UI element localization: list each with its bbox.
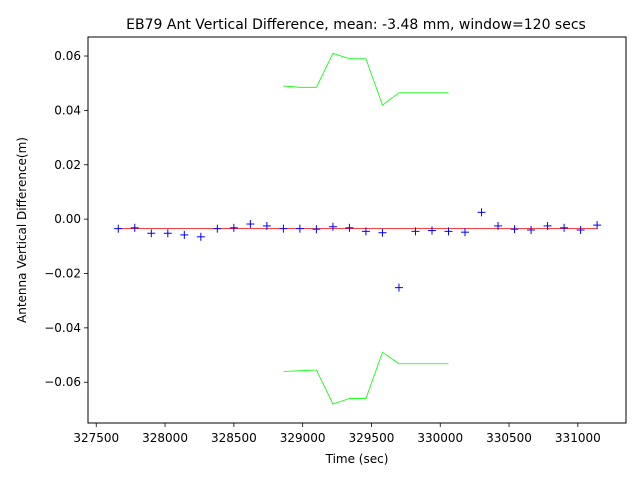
data-point — [312, 225, 321, 234]
data-point — [279, 224, 288, 233]
data-point — [114, 224, 123, 233]
series-line-upper-bound — [283, 52, 449, 106]
x-tick-label: 330500 — [486, 431, 532, 445]
x-axis-label: Time (sec) — [325, 452, 389, 466]
y-axis-label: Antenna Vertical Difference(m) — [15, 137, 29, 323]
data-point — [361, 227, 370, 236]
data-point — [328, 222, 337, 231]
data-point — [560, 223, 569, 232]
y-tick-label: 0.00 — [54, 212, 81, 226]
y-tick-label: −0.02 — [44, 266, 81, 280]
data-point — [229, 223, 238, 232]
plot-frame — [87, 36, 627, 424]
data-point — [163, 229, 172, 238]
data-point — [576, 226, 585, 234]
data-point — [262, 221, 271, 230]
data-point — [444, 227, 453, 236]
y-tick-label: −0.04 — [44, 321, 81, 335]
x-tick-label: 328500 — [211, 431, 257, 445]
chart-title: EB79 Ant Vertical Difference, mean: -3.4… — [126, 17, 586, 33]
data-point — [196, 232, 205, 241]
data-point — [246, 220, 255, 229]
x-tick-label: 328000 — [142, 431, 188, 445]
data-point — [527, 226, 536, 234]
x-tick-label: 327500 — [73, 431, 119, 445]
y-axis: −0.06 −0.04 −0.02 0.00 0.02 0.04 0.06 — [44, 49, 88, 389]
x-axis: 327500 328000 328500 329000 329500 330000 3305… — [73, 423, 601, 445]
data-point — [411, 227, 420, 236]
data-point — [295, 224, 304, 233]
x-tick-label: 329000 — [280, 431, 326, 445]
data-point — [593, 221, 602, 230]
data-point — [345, 223, 354, 232]
y-tick-label: −0.06 — [44, 375, 81, 389]
data-point — [378, 228, 387, 237]
data-point — [130, 223, 139, 232]
plot-points — [114, 208, 602, 292]
data-point — [510, 225, 519, 234]
data-point — [461, 228, 470, 237]
y-tick-label: 0.04 — [54, 103, 81, 117]
data-point — [543, 221, 552, 230]
data-point — [477, 208, 486, 217]
y-tick-label: 0.06 — [54, 49, 81, 63]
plot-lines — [118, 52, 598, 405]
data-point — [494, 221, 503, 230]
data-point — [180, 230, 189, 239]
y-tick-label: 0.02 — [54, 158, 81, 172]
x-tick-label: 329500 — [349, 431, 395, 445]
x-tick-label: 331000 — [555, 431, 601, 445]
data-point — [213, 224, 222, 233]
series-line-lower-bound — [283, 351, 449, 405]
data-point — [394, 283, 403, 292]
data-point — [147, 229, 156, 238]
data-point — [427, 226, 436, 235]
x-tick-label: 330000 — [417, 431, 463, 445]
